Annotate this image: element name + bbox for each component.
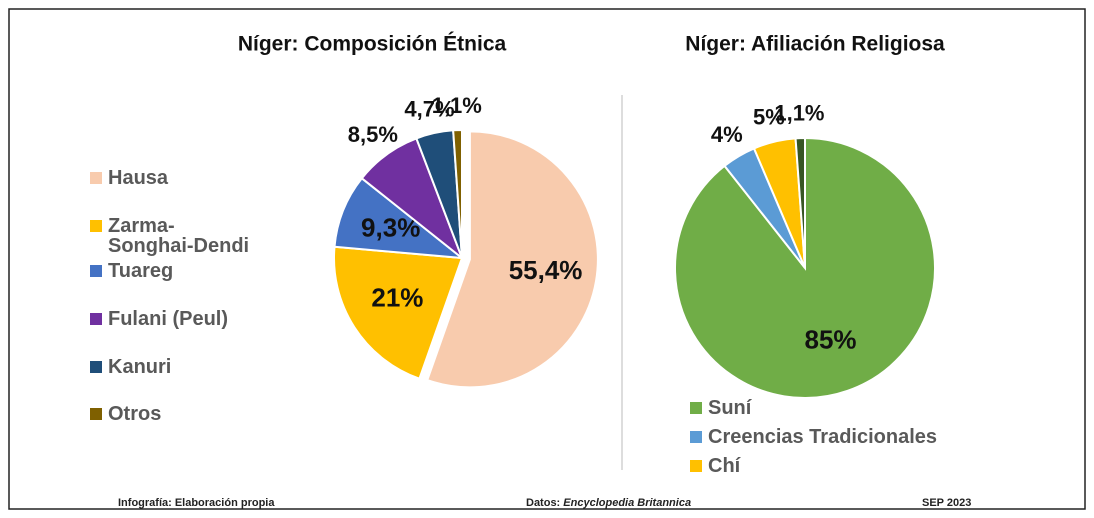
legend-swatch — [90, 265, 102, 277]
legend-label: Fulani (Peul) — [108, 308, 228, 330]
legend-swatch — [690, 460, 702, 472]
legend-label: Otros — [108, 403, 162, 425]
legend-label: Hausa — [108, 167, 169, 189]
legend-swatch — [90, 172, 102, 184]
legend-label: Creencias Tradicionales — [708, 426, 938, 448]
legend-item: Otros — [90, 404, 260, 424]
legend-swatch — [90, 361, 102, 373]
data-label: 21% — [371, 282, 423, 312]
data-label: 55,4% — [509, 255, 583, 285]
legend-label: Tuareg — [108, 260, 174, 282]
legend-item: Hausa — [90, 168, 260, 188]
legend-item: Chí — [690, 456, 740, 476]
frame — [8, 8, 1086, 510]
chart-title: Níger: Afiliación Religiosa — [685, 33, 945, 56]
pie-slice — [794, 136, 806, 269]
source: Encyclopedia Britannica — [563, 497, 692, 509]
legend-item: Tuareg — [90, 261, 260, 281]
footer-source: Datos: Encyclopedia Britannica — [526, 497, 691, 509]
data-label: 4% — [711, 122, 743, 147]
footer-date: SEP 2023 — [922, 497, 972, 509]
data-label: 5% — [753, 105, 785, 130]
chart-title: Níger: Composición Étnica — [238, 33, 507, 56]
data-label: 1,1% — [774, 101, 824, 126]
legend-swatch — [90, 408, 102, 420]
footer-left: Infografía: Elaboración propia — [118, 497, 275, 509]
legend-label: Zarma-Songhai-Dendi — [108, 215, 250, 257]
legend-item: Creencias Tradicionales — [690, 427, 937, 447]
pie-slice — [333, 245, 464, 380]
legend-item: Kanuri — [90, 357, 260, 377]
legend-label: Suní — [708, 397, 752, 419]
legend-swatch — [90, 220, 102, 232]
legend-label: Kanuri — [108, 356, 172, 378]
data-label: 85% — [805, 325, 857, 355]
legend-swatch — [690, 431, 702, 443]
legend-swatch — [690, 402, 702, 414]
legend-item: Zarma-Songhai-Dendi — [90, 216, 260, 256]
legend-item: Fulani (Peul) — [90, 309, 260, 329]
data-label: 4,7% — [404, 96, 454, 121]
legend-swatch — [90, 313, 102, 325]
source-label: Datos: — [526, 497, 561, 509]
pie-slice — [452, 128, 463, 259]
pie-slice — [426, 130, 599, 389]
data-label: 1,1% — [432, 93, 482, 118]
legend-item: Suní — [690, 398, 751, 418]
legend-label: Chí — [708, 455, 741, 477]
data-label: 8,5% — [348, 122, 398, 147]
